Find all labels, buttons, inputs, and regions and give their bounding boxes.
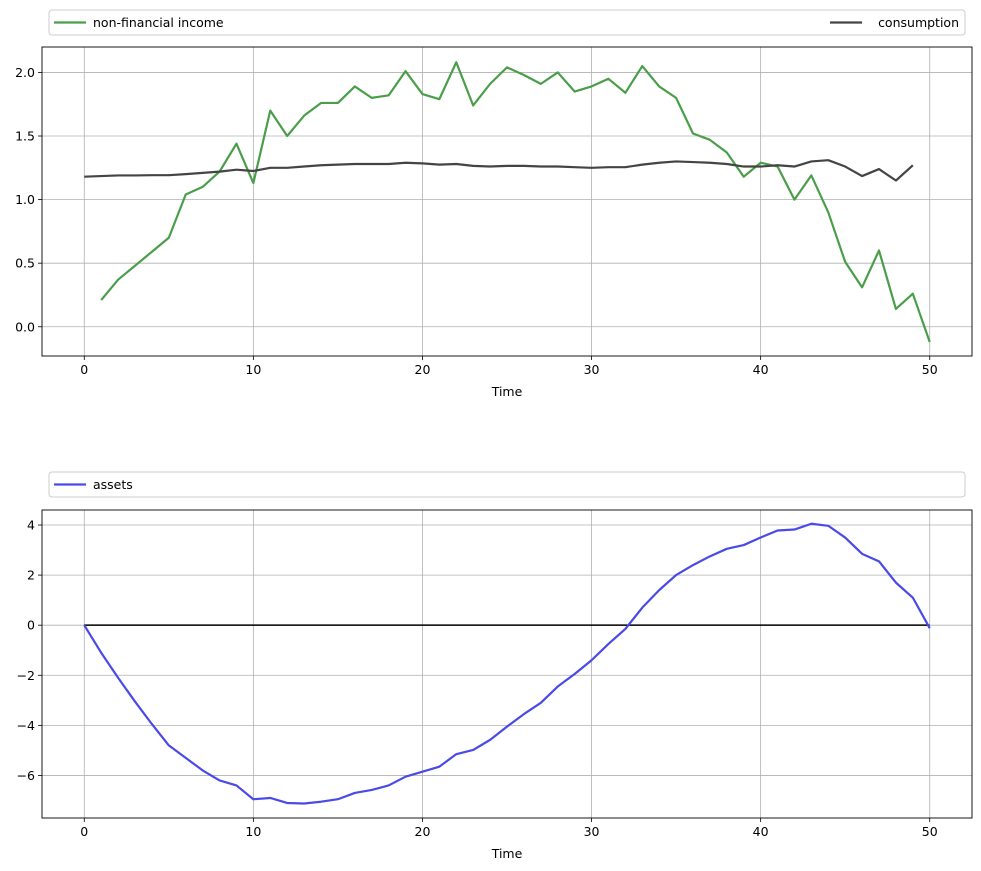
y-tick-label: 0.5 xyxy=(15,256,35,271)
y-tick-label: −6 xyxy=(17,768,35,783)
x-tick-label: 10 xyxy=(245,824,261,839)
series-line-consumption xyxy=(84,159,914,182)
x-axis-label: Time xyxy=(491,384,523,399)
legend-label: consumption xyxy=(878,15,959,30)
series-line-non-financial-income xyxy=(100,61,931,343)
legend-label: assets xyxy=(93,477,133,492)
x-axis-label: Time xyxy=(491,846,523,861)
y-tick-label: 2.0 xyxy=(15,65,35,80)
series-line-assets xyxy=(83,522,931,805)
x-tick-label: 50 xyxy=(922,824,938,839)
x-tick-label: 40 xyxy=(753,362,769,377)
x-tick-label: 0 xyxy=(80,824,88,839)
y-tick-label: 4 xyxy=(27,518,35,533)
plot-frame xyxy=(41,509,973,819)
x-tick-label: 50 xyxy=(922,362,938,377)
x-tick-label: 30 xyxy=(584,362,600,377)
income-consumption-chart: 0 10 20 30 40 50 0.0 0.5 1.0 1.5 2.0 Time non-financ… xyxy=(15,9,973,399)
y-tick-label: 0.0 xyxy=(15,319,35,334)
plot-frame xyxy=(41,46,973,357)
legend-label: non-financial income xyxy=(93,15,224,30)
legend-box xyxy=(48,9,966,36)
x-tick-label: 10 xyxy=(245,362,261,377)
x-tick-label: 30 xyxy=(584,824,600,839)
x-tick-label: 20 xyxy=(415,362,431,377)
y-tick-label: 1.5 xyxy=(15,129,35,144)
x-tick-label: 40 xyxy=(753,824,769,839)
assets-chart: 0 10 20 30 40 50 −6 −4 −2 0 2 4 Time assets xyxy=(17,471,973,861)
y-tick-label: −4 xyxy=(17,718,35,733)
y-tick-label: 2 xyxy=(27,568,35,583)
x-tick-label: 20 xyxy=(415,824,431,839)
y-tick-label: −2 xyxy=(17,668,35,683)
y-tick-label: 0 xyxy=(27,618,35,633)
y-tick-label: 1.0 xyxy=(15,192,35,207)
legend-box xyxy=(48,471,966,498)
x-tick-label: 0 xyxy=(80,362,88,377)
